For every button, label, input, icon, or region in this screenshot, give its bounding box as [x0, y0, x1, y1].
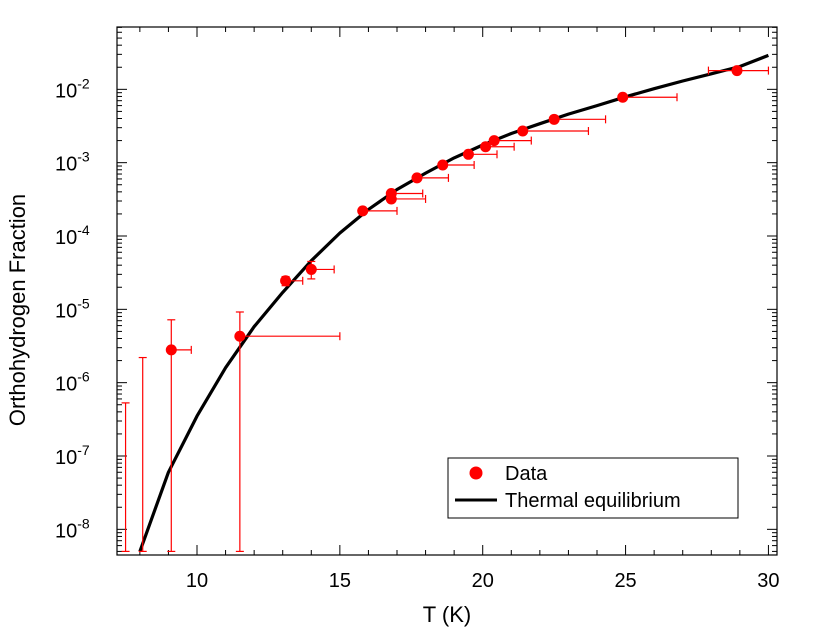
data-point [280, 275, 292, 287]
x-axis-label: T (K) [423, 602, 471, 627]
x-axis: 10 15 20 25 30 [139, 27, 780, 592]
data-point [548, 113, 560, 125]
plot-area [121, 53, 770, 553]
legend-box [447, 457, 739, 519]
legend-label-data: Data [505, 463, 548, 485]
data-point [480, 141, 492, 153]
y-axis-label: Orthohydrogen Fraction [5, 194, 30, 426]
data-point [488, 135, 500, 147]
data-point [234, 330, 246, 342]
x-tick-label: 20 [472, 570, 494, 592]
data-point [437, 159, 449, 171]
data-point [165, 344, 177, 356]
data-point [731, 65, 743, 77]
y-tick-label: 10-5 [55, 295, 90, 322]
data-point [617, 91, 629, 103]
y-tick-label: 10-4 [55, 222, 90, 249]
data-point [517, 125, 529, 137]
x-tick-label: 30 [757, 570, 779, 592]
data-point [305, 263, 317, 275]
series-line-thermal-equilibrium [138, 53, 769, 552]
data-point [411, 172, 423, 184]
y-tick-label: 10-2 [55, 75, 90, 102]
legend: Data Thermal equilibrium [447, 457, 739, 519]
y-tick-label: 10-8 [55, 515, 90, 542]
data-point [385, 187, 397, 199]
plot-frame [116, 26, 778, 556]
y-tick-label: 10-7 [55, 442, 90, 469]
x-tick-label: 15 [329, 570, 351, 592]
data-point [462, 148, 474, 160]
x-tick-label: 25 [614, 570, 636, 592]
axes-box [116, 26, 778, 556]
data-point [357, 205, 369, 217]
x-tick-label: 10 [186, 570, 208, 592]
y-tick-label: 10-3 [55, 149, 90, 176]
legend-label-thermal: Thermal equilibrium [505, 490, 681, 512]
y-tick-label: 10-6 [55, 369, 90, 396]
legend-marker-data [469, 466, 483, 480]
